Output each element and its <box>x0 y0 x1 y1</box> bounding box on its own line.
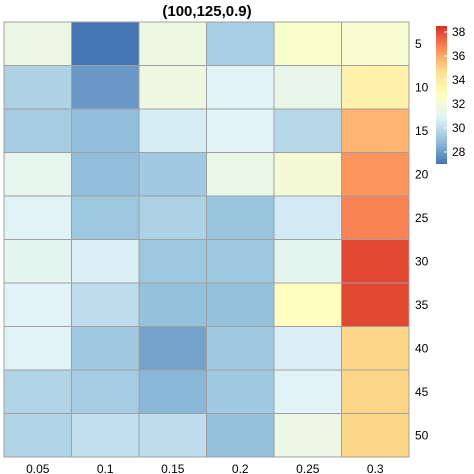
heatmap-cell <box>206 413 275 458</box>
heatmap-cell <box>3 65 72 110</box>
heatmap-cell <box>3 282 72 327</box>
heatmap-cell <box>138 108 207 153</box>
y-tick-label: 10 <box>415 80 429 94</box>
y-axis-labels: 5 10 15 20 25 30 35 40 45 50 <box>415 37 429 443</box>
heatmap-cell <box>273 369 342 414</box>
x-tick-label: 0.15 <box>161 462 185 474</box>
heatmap-cell <box>71 195 140 240</box>
colorbar <box>436 26 447 164</box>
heatmap-cell <box>341 369 410 414</box>
heatmap-cell <box>273 282 342 327</box>
heatmap-cell <box>273 195 342 240</box>
heatmap-cell <box>273 239 342 284</box>
heatmap-cell <box>71 65 140 110</box>
heatmap-cell <box>138 21 207 66</box>
heatmap-cell <box>341 413 410 458</box>
heatmap-cell <box>3 239 72 284</box>
heatmap-cell <box>206 21 275 66</box>
heatmap-cell <box>71 239 140 284</box>
x-tick-label: 0.1 <box>97 462 114 474</box>
colorbar-tick-label: 32 <box>452 97 466 111</box>
heatmap-cell <box>138 239 207 284</box>
heatmap-cell <box>206 369 275 414</box>
heatmap-cell <box>3 152 72 197</box>
y-tick-label: 50 <box>415 428 429 442</box>
heatmap-cell <box>3 326 72 371</box>
heatmap-cell <box>138 326 207 371</box>
y-tick-label: 30 <box>415 254 429 268</box>
heatmap-cell <box>71 108 140 153</box>
heatmap-cell <box>206 239 275 284</box>
heatmap-cell <box>71 326 140 371</box>
heatmap-cell <box>273 152 342 197</box>
heatmap-cell <box>341 108 410 153</box>
y-tick-label: 20 <box>415 167 429 181</box>
x-tick-label: 0.05 <box>26 462 50 474</box>
heatmap-cell <box>206 326 275 371</box>
x-tick-label: 0.25 <box>296 462 320 474</box>
heatmap-cell <box>138 65 207 110</box>
heatmap-cell <box>3 108 72 153</box>
heatmap-cell <box>71 152 140 197</box>
heatmap-cell <box>138 413 207 458</box>
heatmap-cell <box>206 65 275 110</box>
heatmap-cell <box>138 195 207 240</box>
heatmap-cell <box>341 21 410 66</box>
heatmap-cell <box>138 282 207 327</box>
heatmap-cell <box>206 108 275 153</box>
heatmap-cell <box>206 282 275 327</box>
y-tick-label: 15 <box>415 124 429 138</box>
heatmap-cell <box>3 413 72 458</box>
y-tick-label: 5 <box>415 37 422 51</box>
heatmap-cell <box>206 152 275 197</box>
heatmap-cell <box>341 152 410 197</box>
colorbar-tick-label: 28 <box>452 145 466 159</box>
y-tick-label: 35 <box>415 298 429 312</box>
y-tick-label: 40 <box>415 341 429 355</box>
heatmap-cell <box>273 65 342 110</box>
heatmap-cell <box>3 369 72 414</box>
heatmap-cell <box>341 65 410 110</box>
y-tick-label: 45 <box>415 385 429 399</box>
colorbar-tick-label: 30 <box>452 121 466 135</box>
heatmap-cell <box>3 195 72 240</box>
heatmap-cell <box>273 108 342 153</box>
heatmap-cell <box>273 413 342 458</box>
heatmap-cell <box>341 195 410 240</box>
heatmap-cell <box>3 21 72 66</box>
heatmap-cell <box>71 413 140 458</box>
heatmap-cell <box>71 21 140 66</box>
heatmap-cell <box>71 369 140 414</box>
heatmap-cell <box>273 21 342 66</box>
heatmap-cell <box>273 326 342 371</box>
heatmap-cell <box>138 369 207 414</box>
colorbar-tick-label: 38 <box>452 25 466 39</box>
colorbar-tick-label: 34 <box>452 73 466 87</box>
colorbar-ticks: 28 30 32 34 36 38 <box>444 25 466 159</box>
colorbar-tick-label: 36 <box>452 49 466 63</box>
heatmap-cell <box>138 152 207 197</box>
heatmap-cell <box>341 282 410 327</box>
chart-title: (100,125,0.9) <box>162 3 251 20</box>
x-axis-labels: 0.05 0.1 0.15 0.2 0.25 0.3 <box>26 462 384 474</box>
heatmap-cells <box>3 21 410 458</box>
heatmap-cell <box>341 326 410 371</box>
x-tick-label: 0.3 <box>367 462 384 474</box>
y-tick-label: 25 <box>415 211 429 225</box>
x-tick-label: 0.2 <box>232 462 249 474</box>
heatmap-cell <box>341 239 410 284</box>
heatmap-cell <box>71 282 140 327</box>
heatmap-cell <box>206 195 275 240</box>
